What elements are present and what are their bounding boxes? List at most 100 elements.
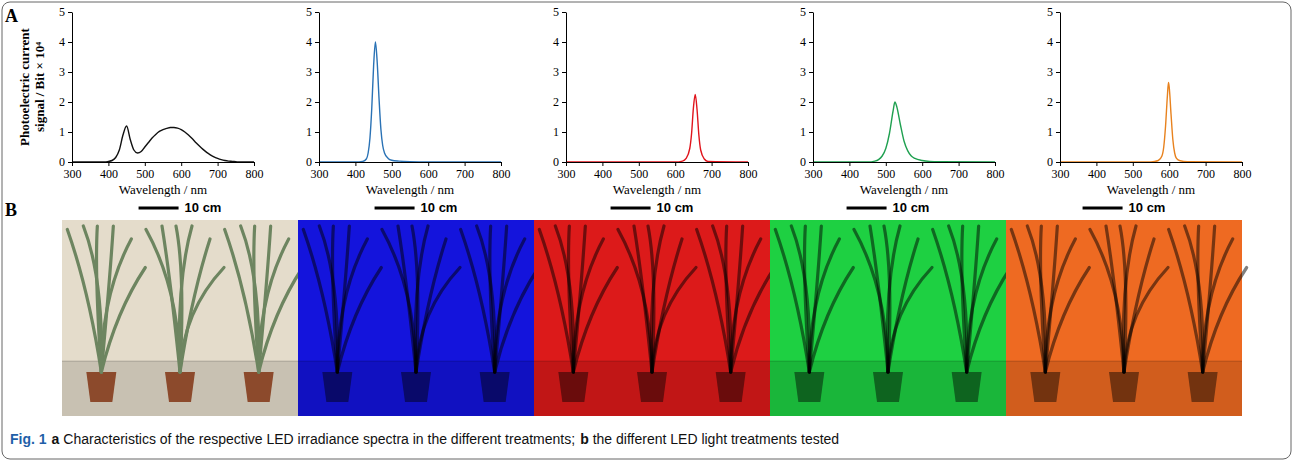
x-tick: 500 [877, 162, 895, 181]
tick-label: 5 [1047, 5, 1053, 19]
x-tick: 800 [493, 162, 511, 181]
x-tick: 700 [456, 162, 474, 181]
tick-mark [712, 162, 713, 166]
tick-mark [562, 42, 566, 43]
tick-mark [809, 132, 813, 133]
leaf [180, 239, 210, 372]
tick-mark [68, 72, 72, 73]
leaf [809, 268, 853, 373]
x-axis: 300400500600700800 [558, 162, 758, 181]
x-axis-title: Wavelength / nm [366, 182, 455, 197]
axis-line [814, 162, 996, 163]
scale-bar-label: 10 cm [185, 200, 222, 215]
tick-mark [181, 162, 182, 166]
tick-mark [1056, 12, 1060, 13]
panel-label: B [5, 200, 17, 220]
tick-mark [1056, 102, 1060, 103]
tick-mark [922, 162, 923, 166]
tick-label: 500 [1124, 167, 1142, 181]
tick-mark [1206, 162, 1207, 166]
chart: 300400500600700800012345Wavelength / nm [1047, 5, 1252, 197]
scale-bar-label: 10 cm [893, 200, 930, 215]
spectrum-line [813, 102, 995, 162]
x-tick: 600 [914, 162, 932, 181]
frame [2, 2, 1291, 459]
tick-label: 3 [59, 65, 65, 79]
leaf [146, 230, 180, 373]
spectrum-line [1060, 83, 1242, 163]
tick-label: 800 [493, 167, 511, 181]
tick-mark [315, 42, 319, 43]
y-tick: 2 [59, 95, 72, 109]
tick-label: 500 [877, 167, 895, 181]
y-tick: 1 [306, 125, 319, 139]
leaf [398, 226, 416, 372]
axis-line [1061, 162, 1243, 163]
leaf [555, 226, 573, 372]
x-tick: 400 [100, 162, 118, 181]
tick-label: 600 [914, 167, 932, 181]
pot [480, 372, 510, 402]
tick-mark [809, 72, 813, 73]
tick-label: 700 [456, 167, 474, 181]
tick-label: 5 [306, 5, 312, 19]
tick-label: 300 [1052, 167, 1070, 181]
leaf [713, 226, 731, 372]
scale-bar [1083, 207, 1123, 210]
pot [794, 372, 824, 402]
caption-letter: b [580, 431, 589, 447]
y-tick: 1 [553, 125, 566, 139]
leaf [870, 226, 888, 372]
y-tick: 3 [1047, 65, 1060, 79]
leaf [967, 268, 1011, 373]
photo-background [534, 220, 770, 416]
y-tick: 1 [800, 125, 813, 139]
tick-label: 300 [64, 167, 82, 181]
y-tick: 4 [553, 35, 566, 49]
pot [1030, 372, 1060, 402]
tick-label: 700 [950, 167, 968, 181]
leaf [382, 230, 416, 373]
tick-mark [392, 162, 393, 166]
tick-label: 500 [136, 167, 154, 181]
tick-label: 1 [59, 125, 65, 139]
tick-mark [315, 132, 319, 133]
axis-line [1060, 13, 1061, 163]
leaf [83, 226, 101, 372]
tick-label: 0 [1047, 155, 1053, 169]
axis-line [319, 13, 320, 163]
x-axis: 300400500600700800 [64, 162, 264, 181]
pot [558, 372, 588, 402]
y-tick: 4 [800, 35, 813, 49]
tick-mark [1242, 162, 1243, 166]
tick-label: 2 [306, 95, 312, 109]
tick-label: 400 [594, 167, 612, 181]
pot [1109, 372, 1139, 402]
tick-mark [319, 162, 320, 166]
chart: 300400500600700800012345Wavelength / nm [306, 5, 511, 197]
x-tick: 400 [347, 162, 365, 181]
x-tick: 700 [950, 162, 968, 181]
tick-label: 300 [558, 167, 576, 181]
x-tick: 700 [209, 162, 227, 181]
leaf [180, 268, 224, 373]
axis-line [567, 162, 749, 163]
x-tick: 500 [1124, 162, 1142, 181]
tick-label: 0 [553, 155, 559, 169]
tick-mark [566, 162, 567, 166]
tick-label: 800 [246, 167, 264, 181]
y-axis: 012345 [59, 5, 73, 169]
tick-mark [602, 162, 603, 166]
x-tick: 600 [420, 162, 438, 181]
pot [873, 372, 903, 402]
leaf [495, 268, 539, 373]
leaf [1185, 226, 1203, 372]
tick-mark [562, 102, 566, 103]
leaf [854, 230, 888, 373]
tick-label: 3 [1047, 65, 1053, 79]
plot-area [1060, 83, 1242, 163]
plot-area [813, 102, 995, 162]
tick-label: 400 [1088, 167, 1106, 181]
chart: 300400500600700800012345Wavelength / nm [553, 5, 758, 197]
x-axis-title: Wavelength / nm [860, 182, 949, 197]
